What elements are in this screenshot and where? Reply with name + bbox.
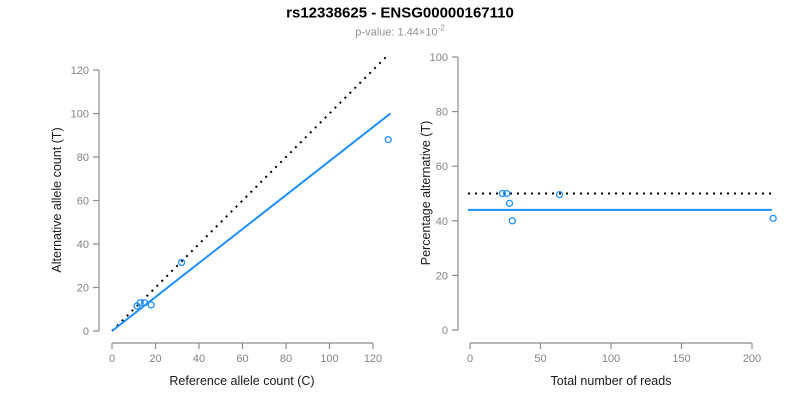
y-tick-label: 60 xyxy=(436,161,448,173)
y-tick-label: 100 xyxy=(430,52,448,64)
data-point xyxy=(555,190,564,199)
fit-line xyxy=(111,112,392,332)
y-tick-label: 80 xyxy=(77,152,89,164)
figure-subtitle: p-value: 1.44×10-2 xyxy=(355,24,444,39)
data-point xyxy=(498,189,507,198)
x-tick-label: 100 xyxy=(602,353,620,365)
right-xaxis-label: Total number of reads xyxy=(550,374,672,388)
x-tick-label: 0 xyxy=(467,353,473,365)
y-tick-label: 20 xyxy=(436,270,448,282)
data-point xyxy=(503,189,511,198)
x-tick-label: 200 xyxy=(743,353,761,365)
x-tick-label: 50 xyxy=(534,353,546,365)
y-tick-label: 20 xyxy=(77,283,89,295)
y-tick-label: 0 xyxy=(442,325,448,337)
y-tick-label: 120 xyxy=(71,65,89,77)
y-tick-label: 100 xyxy=(71,109,89,121)
pvalue-exponent: -2 xyxy=(437,23,445,33)
data-point xyxy=(505,199,514,207)
y-tick-label: 80 xyxy=(436,107,448,119)
data-point xyxy=(769,214,777,222)
data-point xyxy=(147,301,155,309)
figure-title: rs12338625 - ENSG00000167110 xyxy=(286,4,514,22)
y-tick-label: 40 xyxy=(77,239,89,251)
x-tick-label: 120 xyxy=(364,353,382,365)
left-yaxis-label: Alternative allele count (T) xyxy=(50,127,64,273)
identity-line xyxy=(111,54,389,332)
left-xaxis-label: Reference allele count (C) xyxy=(169,374,315,388)
y-tick-label: 60 xyxy=(77,196,89,208)
data-point xyxy=(384,135,392,144)
data-point xyxy=(508,217,516,225)
x-tick-label: 80 xyxy=(280,353,292,365)
x-tick-label: 100 xyxy=(320,353,338,365)
x-tick-label: 150 xyxy=(672,353,690,365)
x-tick-label: 60 xyxy=(236,353,248,365)
x-tick-label: 0 xyxy=(109,353,115,365)
data-point xyxy=(136,299,144,307)
y-tick-label: 40 xyxy=(436,216,448,228)
y-tick-label: 0 xyxy=(83,326,89,338)
x-tick-label: 40 xyxy=(193,353,205,365)
pvalue-text: p-value: 1.44×10 xyxy=(355,26,438,39)
data-point xyxy=(177,258,186,267)
x-tick-label: 20 xyxy=(149,353,161,365)
data-point xyxy=(140,299,149,307)
right-yaxis-label: Percentage alternative (T) xyxy=(419,120,433,266)
